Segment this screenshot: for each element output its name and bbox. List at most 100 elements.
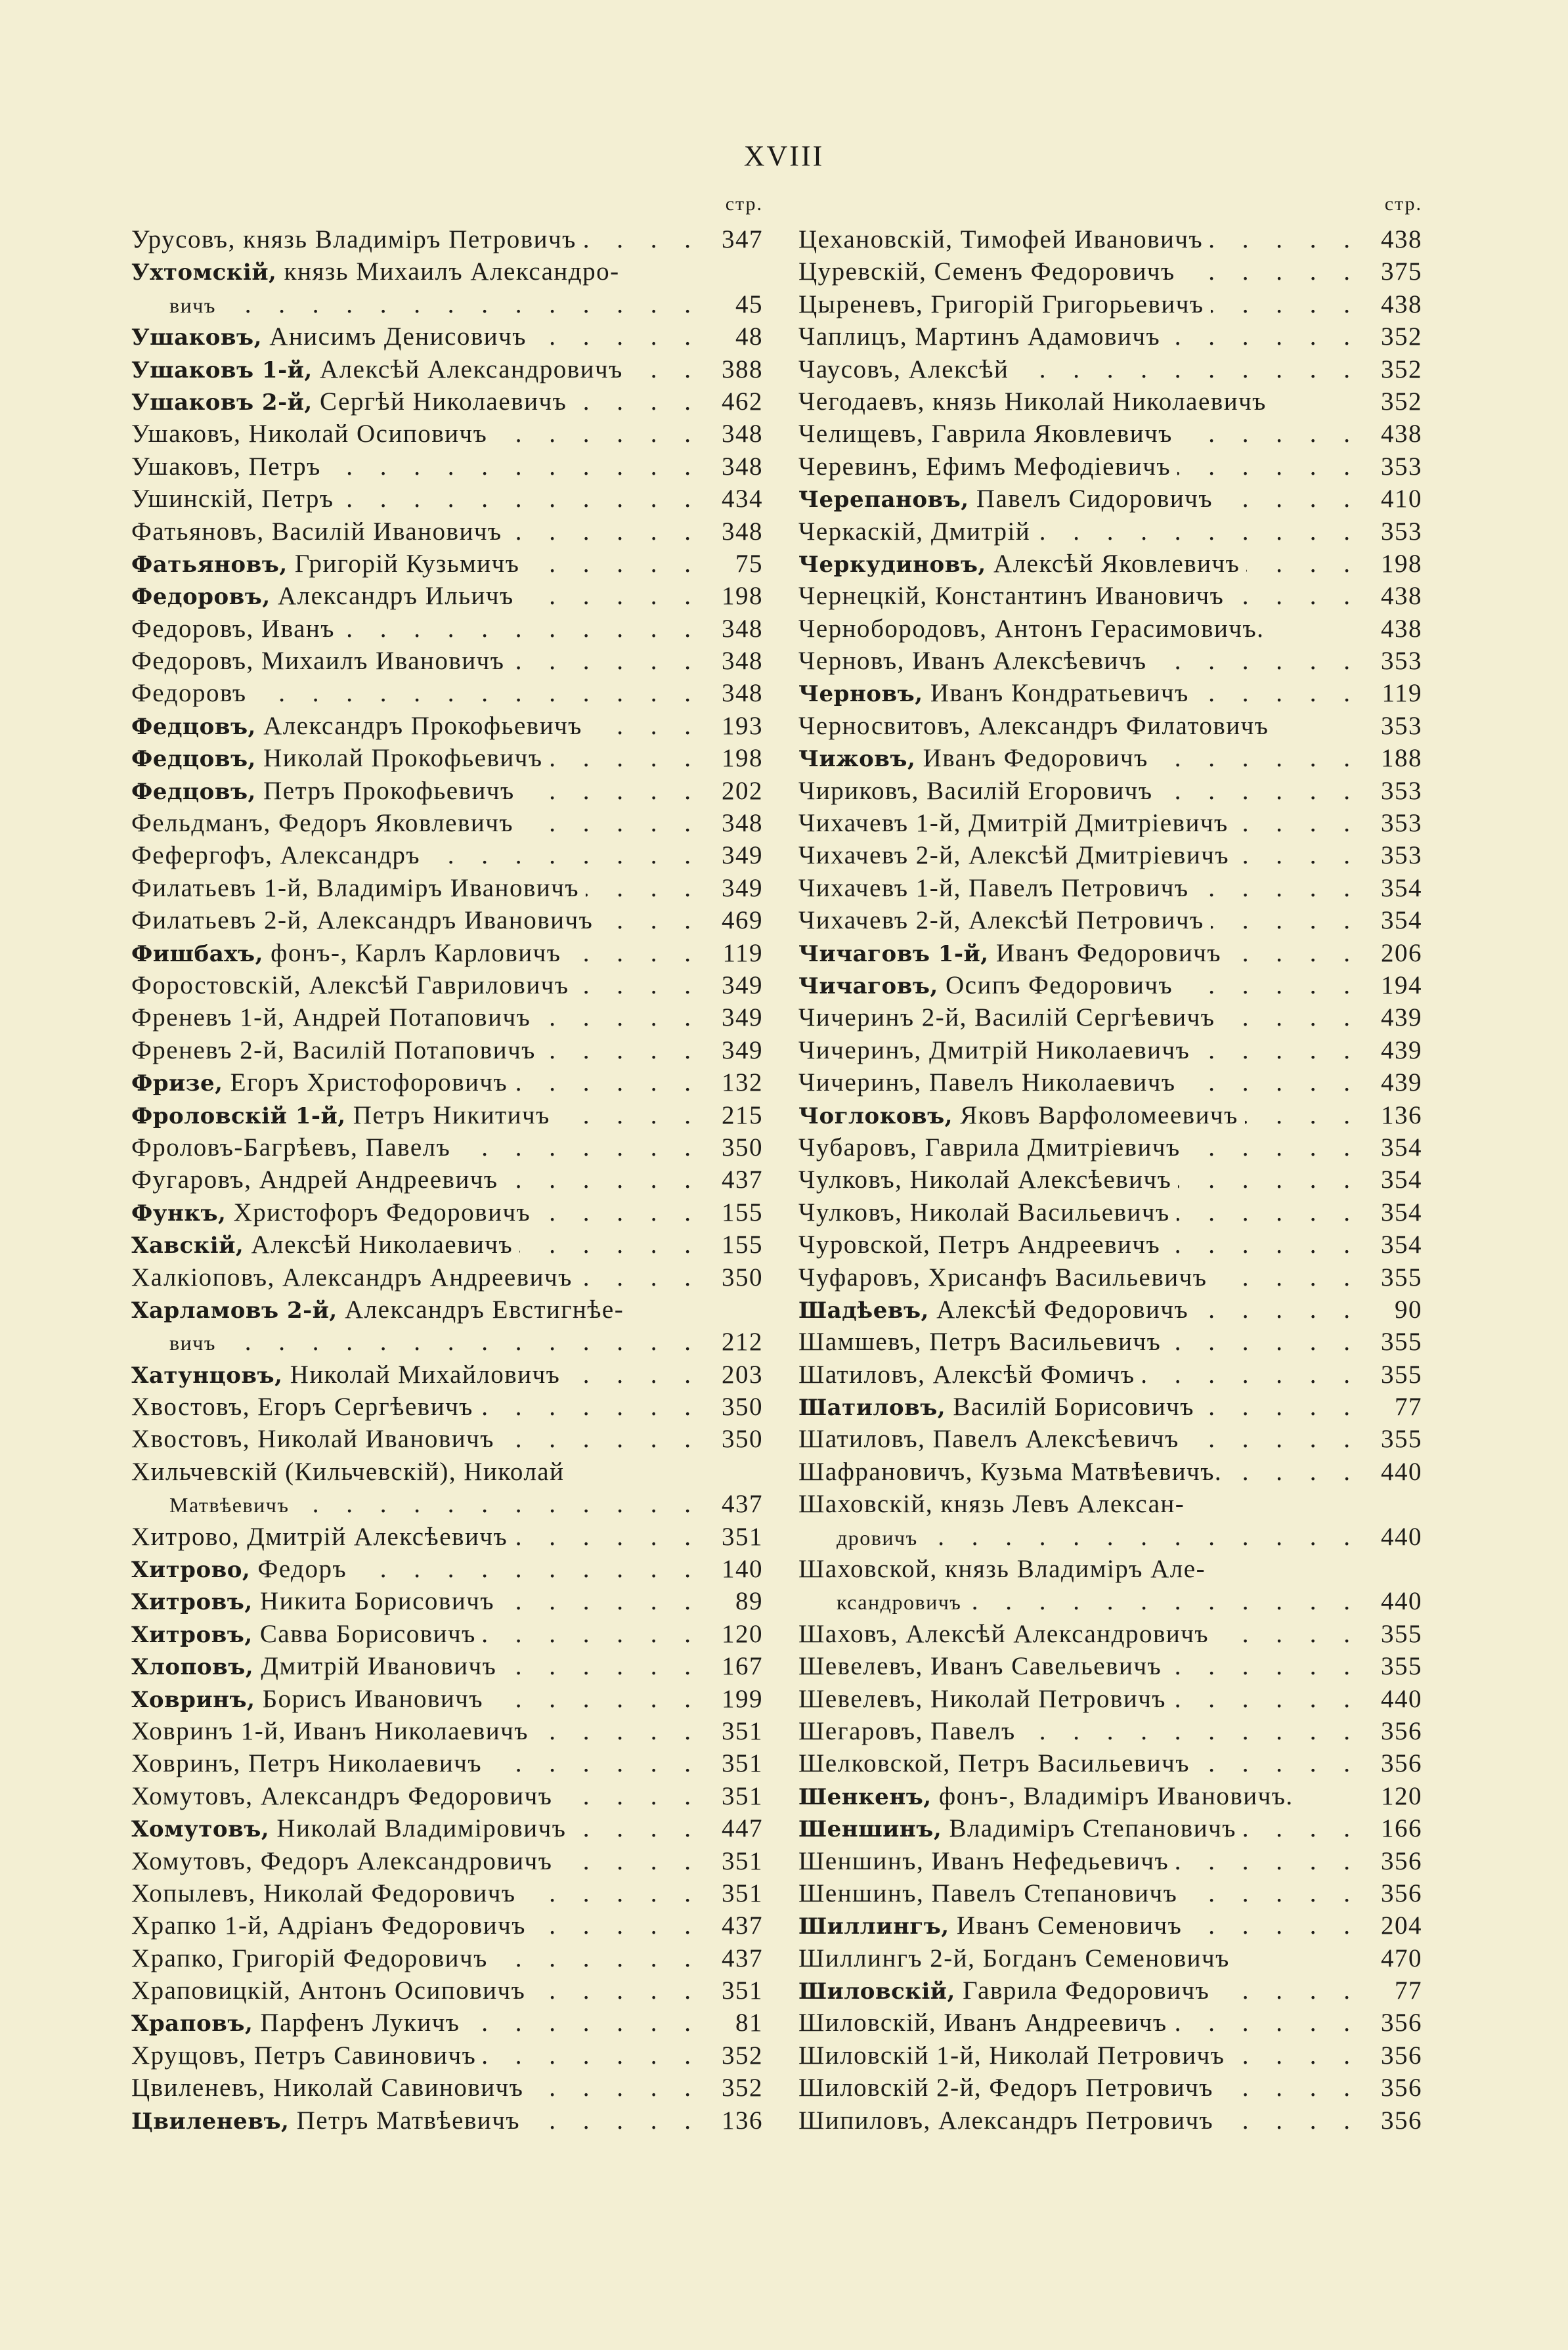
entry-page: 355 <box>1381 1263 1422 1292</box>
entry-page: 206 <box>1381 938 1422 967</box>
entry-text: ксандровичъ <box>798 1590 961 1615</box>
index-entry: Ушинскій, Петръ 434 <box>131 484 763 516</box>
dot-leader <box>1154 646 1361 676</box>
dot-leader <box>341 614 701 643</box>
dot-leader <box>542 1035 701 1065</box>
dot-leader <box>579 1263 701 1292</box>
dot-leader <box>1179 419 1361 448</box>
index-entry: Шатиловъ, Павелъ Алексѣевичъ 355 <box>798 1424 1422 1456</box>
entry-page: 199 <box>722 1684 763 1713</box>
entry-surname: Хитровъ, <box>131 1621 253 1648</box>
dot-leader <box>523 1879 701 1908</box>
entry-surname: Федцовъ, <box>131 778 256 805</box>
index-entry: Шиллингъ, Иванъ Семеновичъ 204 <box>798 1911 1422 1943</box>
entry-surname: Ховринъ, <box>131 1686 255 1713</box>
entry-text: Фефергофъ, Александръ <box>131 840 420 870</box>
dot-leader <box>533 322 701 351</box>
entry-page: 166 <box>1381 1814 1422 1843</box>
index-entry: Федцовъ, Александръ Прокофьевичъ 193 <box>131 711 763 743</box>
entry-page: 198 <box>722 582 763 611</box>
entry-surname: Храповъ, <box>131 2011 253 2037</box>
dot-leader <box>559 1781 701 1811</box>
entry-name: Иванъ Кондратьевичъ <box>923 679 1189 708</box>
entry-text: Ховринъ, Борисъ Ивановичъ <box>131 1684 483 1714</box>
entry-page: 90 <box>1395 1295 1422 1324</box>
entry-text: Федцовъ, Николай Прокофьевичъ <box>131 743 543 773</box>
dot-leader <box>1231 2041 1361 2070</box>
entry-text: вичъ <box>131 1331 216 1355</box>
index-entry: Челищевъ, Гаврила Яковлевичъ 438 <box>798 419 1422 451</box>
entry-text: Шатиловъ, Василій Борисовичъ <box>798 1392 1194 1422</box>
entry-page: 438 <box>1381 420 1422 448</box>
dot-leader <box>925 1522 1361 1552</box>
entry-text: Хомутовъ, Николай Владиміровичъ <box>131 1814 566 1843</box>
entry-page: 351 <box>722 1976 763 2005</box>
entry-page: 89 <box>735 1587 763 1616</box>
entry-text: Хитровъ, Савва Борисовичъ <box>131 1619 476 1649</box>
entry-text: Хвостовъ, Егоръ Сергѣевичъ <box>131 1392 473 1422</box>
index-entry: Шевелевъ, Николай Петровичъ 440 <box>798 1684 1422 1716</box>
entry-text: Френевъ 2-й, Василій Потаповичъ <box>131 1035 536 1065</box>
dot-leader <box>1160 776 1361 806</box>
index-entry: Ушаковъ, Петръ 348 <box>131 452 763 484</box>
entry-text: Цвиленевъ, Петръ Матвѣевичъ <box>131 2106 520 2135</box>
index-entry: Фельдманъ, Федоръ Яковлевичъ 348 <box>131 808 763 840</box>
entry-text: Чулковъ, Николай Алексѣевичъ <box>798 1165 1171 1194</box>
dot-leader <box>483 1619 701 1649</box>
entry-text: Чихачевъ 2-й, Алексѣй Петровичъ <box>798 905 1204 935</box>
entry-text: Челищевъ, Гаврила Яковлевичъ <box>798 419 1173 448</box>
entry-name: Борисъ Ивановичъ <box>255 1684 484 1713</box>
entry-text: Шевелевъ, Иванъ Савельевичъ <box>798 1651 1162 1681</box>
dot-leader <box>1177 1198 1361 1227</box>
index-entry: Цвиленевъ, Петръ Матвѣевичъ 136 <box>131 2106 763 2138</box>
entry-text: Черновъ, Иванъ Алексѣевичъ <box>798 646 1147 676</box>
entry-text: Цыреневъ, Григорій Григорьевичъ <box>798 290 1204 319</box>
entry-name: Чегодаевъ, князь Николай Николаевичъ <box>798 387 1267 416</box>
dot-leader <box>533 1911 701 1940</box>
index-entry: Чаусовъ, Алексѣй 352 <box>798 355 1422 387</box>
entry-surname: Ушаковъ, <box>131 324 262 351</box>
entry-text: Чуфаровъ, Хрисанфъ Васильевичъ <box>798 1263 1207 1292</box>
entry-surname: Черкудиновъ, <box>798 551 986 578</box>
index-entry: Шелковской, Петръ Васильевичъ 356 <box>798 1749 1422 1781</box>
entry-text: Френевъ 1-й, Андрей Потаповичъ <box>131 1003 531 1032</box>
entry-page: 215 <box>722 1100 763 1129</box>
entry-surname: Шенкенъ, <box>798 1783 932 1810</box>
entry-text: Шиллингъ, Иванъ Семеновичъ <box>798 1911 1182 1940</box>
index-entry: Фишбахъ, фонъ-, Карлъ Карловичъ 119 <box>131 938 763 970</box>
index-entry: Цуревскій, Семенъ Федоровичъ 375 <box>798 257 1422 289</box>
entry-text: Шатиловъ, Павелъ Алексѣевичъ <box>798 1424 1179 1454</box>
index-entry: Черепановъ, Павелъ Сидоровичъ 410 <box>798 484 1422 516</box>
index-entry: Ушаковъ, Николай Осиповичъ 348 <box>131 419 763 451</box>
entry-name: Егоръ Христофоровичъ <box>223 1068 508 1097</box>
dot-leader <box>1216 1976 1361 2005</box>
index-entry: Ушаковъ 1-й, Алексѣй Александровичъ 388 <box>131 355 763 387</box>
entry-name: Алексѣй Федоровичъ <box>928 1295 1189 1324</box>
entry-page: 75 <box>735 549 763 578</box>
entry-page: 351 <box>722 1846 763 1875</box>
entry-text: Чуровской, Петръ Андреевичъ <box>798 1230 1160 1259</box>
entry-name: Урусовъ, князь Владиміръ Петровичъ <box>131 225 577 253</box>
entry-page: 348 <box>722 452 763 481</box>
entry-page: 119 <box>1382 679 1422 708</box>
dot-leader <box>1022 1716 1361 1746</box>
entry-text: Шатиловъ, Алексѣй Фомичъ <box>798 1360 1135 1389</box>
entry-text: Черносвитовъ, Александръ Филатовичъ <box>798 711 1269 741</box>
index-entry: Фризе, Егоръ Христофоровичъ 132 <box>131 1068 763 1100</box>
entry-surname: Функъ, <box>131 1200 227 1227</box>
entry-text: Чихачевъ 1-й, Павелъ Петровичъ <box>798 873 1189 903</box>
dot-leader <box>1220 2073 1361 2102</box>
entry-text: Хильчевскій (Кильчевскій), Николай <box>131 1457 564 1487</box>
entry-text: Черкудиновъ, Алексѣй Яковлевичъ <box>798 549 1240 578</box>
entry-page: 388 <box>722 355 763 383</box>
entry-text: Фатьяновъ, Григорій Кузьмичъ <box>131 549 519 578</box>
entry-name: Хвостовъ, Николай Ивановичъ <box>131 1425 494 1454</box>
dot-leader <box>586 873 701 903</box>
dot-leader <box>550 743 701 773</box>
entry-surname: Ушаковъ 1-й, <box>131 357 313 383</box>
entry-page: 348 <box>722 420 763 448</box>
entry-name: Цвиленевъ, Николай Савиновичъ <box>131 2074 524 2102</box>
entry-text: Цуревскій, Семенъ Федоровичъ <box>798 257 1175 286</box>
index-entry: Хитровъ, Савва Борисовичъ 120 <box>131 1619 763 1651</box>
index-entry: Фатьяновъ, Василій Ивановичъ 348 <box>131 517 763 549</box>
